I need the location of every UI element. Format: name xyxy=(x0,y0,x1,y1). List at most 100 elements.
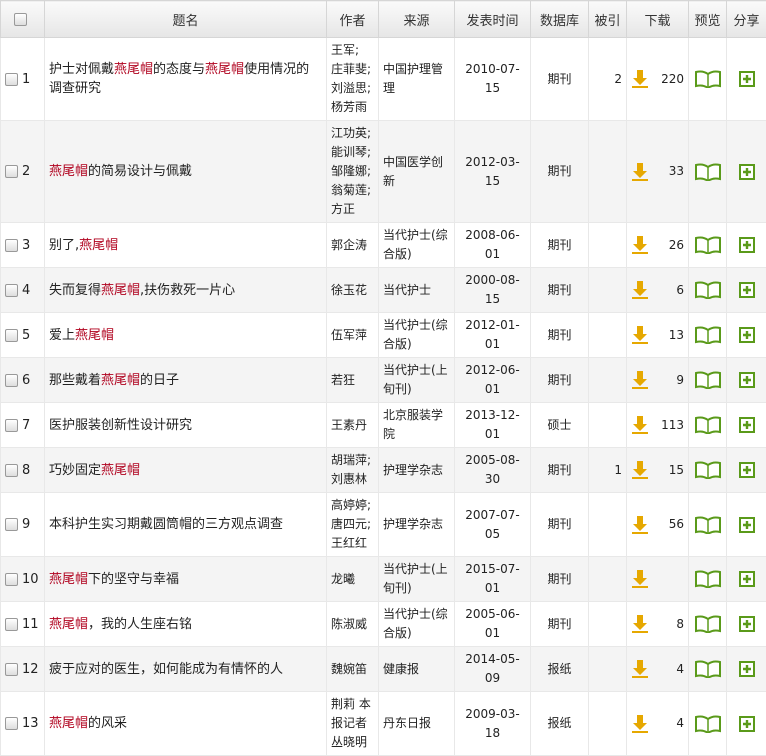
source[interactable]: 当代护士(综合版) xyxy=(379,602,455,647)
preview[interactable] xyxy=(689,602,727,647)
download-count: 26 xyxy=(669,236,684,255)
download-icon[interactable] xyxy=(631,460,649,480)
title[interactable]: 燕尾帽，我的人生座右铭 xyxy=(45,602,327,647)
preview[interactable] xyxy=(689,692,727,756)
share[interactable] xyxy=(727,38,766,121)
author[interactable]: 徐玉花 xyxy=(327,268,379,313)
preview[interactable] xyxy=(689,448,727,493)
row-select[interactable]: 10 xyxy=(1,557,45,602)
source[interactable]: 当代护士(上旬刊) xyxy=(379,557,455,602)
title-text: 护士对佩戴 xyxy=(49,62,114,77)
row-select[interactable]: 11 xyxy=(1,602,45,647)
row-select[interactable]: 13 xyxy=(1,692,45,756)
author[interactable]: 胡瑞萍; 刘惠林 xyxy=(327,448,379,493)
source[interactable]: 中国护理管理 xyxy=(379,38,455,121)
preview[interactable] xyxy=(689,647,727,692)
download-icon[interactable] xyxy=(631,659,649,679)
source[interactable]: 健康报 xyxy=(379,647,455,692)
row-select[interactable]: 1 xyxy=(1,38,45,121)
source[interactable]: 护理学杂志 xyxy=(379,448,455,493)
author[interactable]: 高婷婷; 唐四元; 王红红 xyxy=(327,493,379,557)
share[interactable] xyxy=(727,493,766,557)
title[interactable]: 疲于应对的医生，如何能成为有情怀的人 xyxy=(45,647,327,692)
author[interactable]: 王素丹 xyxy=(327,403,379,448)
title[interactable]: 医护服装创新性设计研究 xyxy=(45,403,327,448)
share[interactable] xyxy=(727,403,766,448)
author[interactable]: 王军; 庄菲斐; 刘溢思; 杨芳雨 xyxy=(327,38,379,121)
row-select[interactable]: 4 xyxy=(1,268,45,313)
source[interactable]: 当代护士(综合版) xyxy=(379,313,455,358)
source[interactable]: 中国医学创新 xyxy=(379,121,455,223)
download-icon[interactable] xyxy=(631,69,649,89)
title[interactable]: 失而复得燕尾帽,扶伤救死一片心 xyxy=(45,268,327,313)
share[interactable] xyxy=(727,313,766,358)
download-icon[interactable] xyxy=(631,162,649,182)
source[interactable]: 护理学杂志 xyxy=(379,493,455,557)
title[interactable]: 巧妙固定燕尾帽 xyxy=(45,448,327,493)
row-select[interactable]: 3 xyxy=(1,223,45,268)
select-all[interactable] xyxy=(1,1,45,38)
row-select[interactable]: 6 xyxy=(1,358,45,403)
download-icon[interactable] xyxy=(631,515,649,535)
date: 2008-06-01 xyxy=(455,223,531,268)
author[interactable]: 伍军萍 xyxy=(327,313,379,358)
preview[interactable] xyxy=(689,223,727,268)
preview[interactable] xyxy=(689,38,727,121)
author[interactable]: 若狂 xyxy=(327,358,379,403)
preview[interactable] xyxy=(689,121,727,223)
source[interactable]: 北京服装学院 xyxy=(379,403,455,448)
download-icon[interactable] xyxy=(631,714,649,734)
preview[interactable] xyxy=(689,403,727,448)
download-icon[interactable] xyxy=(631,614,649,634)
source[interactable]: 丹东日报 xyxy=(379,692,455,756)
author[interactable]: 荆莉 本报记者 丛晓明 xyxy=(327,692,379,756)
share[interactable] xyxy=(727,557,766,602)
title[interactable]: 别了,燕尾帽 xyxy=(45,223,327,268)
share[interactable] xyxy=(727,223,766,268)
author[interactable]: 江功英; 能训琴; 邹隆娜; 翁菊莲; 方正 xyxy=(327,121,379,223)
row-select[interactable]: 8 xyxy=(1,448,45,493)
title[interactable]: 燕尾帽的风采 xyxy=(45,692,327,756)
row-select[interactable]: 12 xyxy=(1,647,45,692)
source[interactable]: 当代护士(上旬刊) xyxy=(379,358,455,403)
preview[interactable] xyxy=(689,268,727,313)
row-select[interactable]: 7 xyxy=(1,403,45,448)
download-icon[interactable] xyxy=(631,370,649,390)
row-select[interactable]: 9 xyxy=(1,493,45,557)
row-number: 11 xyxy=(22,617,39,632)
title[interactable]: 燕尾帽下的坚守与幸福 xyxy=(45,557,327,602)
share[interactable] xyxy=(727,448,766,493)
preview[interactable] xyxy=(689,358,727,403)
title[interactable]: 本科护生实习期戴圆筒帽的三方观点调查 xyxy=(45,493,327,557)
download-icon[interactable] xyxy=(631,280,649,300)
row-select[interactable]: 2 xyxy=(1,121,45,223)
author[interactable]: 魏婉笛 xyxy=(327,647,379,692)
database: 期刊 xyxy=(531,493,589,557)
author[interactable]: 郭企涛 xyxy=(327,223,379,268)
author[interactable]: 龙曦 xyxy=(327,557,379,602)
share[interactable] xyxy=(727,602,766,647)
preview[interactable] xyxy=(689,557,727,602)
row-select[interactable]: 5 xyxy=(1,313,45,358)
share[interactable] xyxy=(727,647,766,692)
author[interactable]: 陈淑威 xyxy=(327,602,379,647)
title-text: 下的坚守与幸福 xyxy=(88,572,179,587)
share[interactable] xyxy=(727,121,766,223)
title[interactable]: 爱上燕尾帽 xyxy=(45,313,327,358)
title[interactable]: 护士对佩戴燕尾帽的态度与燕尾帽使用情况的调查研究 xyxy=(45,38,327,121)
download-icon[interactable] xyxy=(631,569,649,589)
share[interactable] xyxy=(727,358,766,403)
download-icon[interactable] xyxy=(631,415,649,435)
download-icon[interactable] xyxy=(631,325,649,345)
share[interactable] xyxy=(727,268,766,313)
source[interactable]: 当代护士 xyxy=(379,268,455,313)
preview[interactable] xyxy=(689,493,727,557)
source[interactable]: 当代护士(综合版) xyxy=(379,223,455,268)
title[interactable]: 那些戴着燕尾帽的日子 xyxy=(45,358,327,403)
preview[interactable] xyxy=(689,313,727,358)
title[interactable]: 燕尾帽的简易设计与佩戴 xyxy=(45,121,327,223)
download-icon[interactable] xyxy=(631,235,649,255)
share[interactable] xyxy=(727,692,766,756)
